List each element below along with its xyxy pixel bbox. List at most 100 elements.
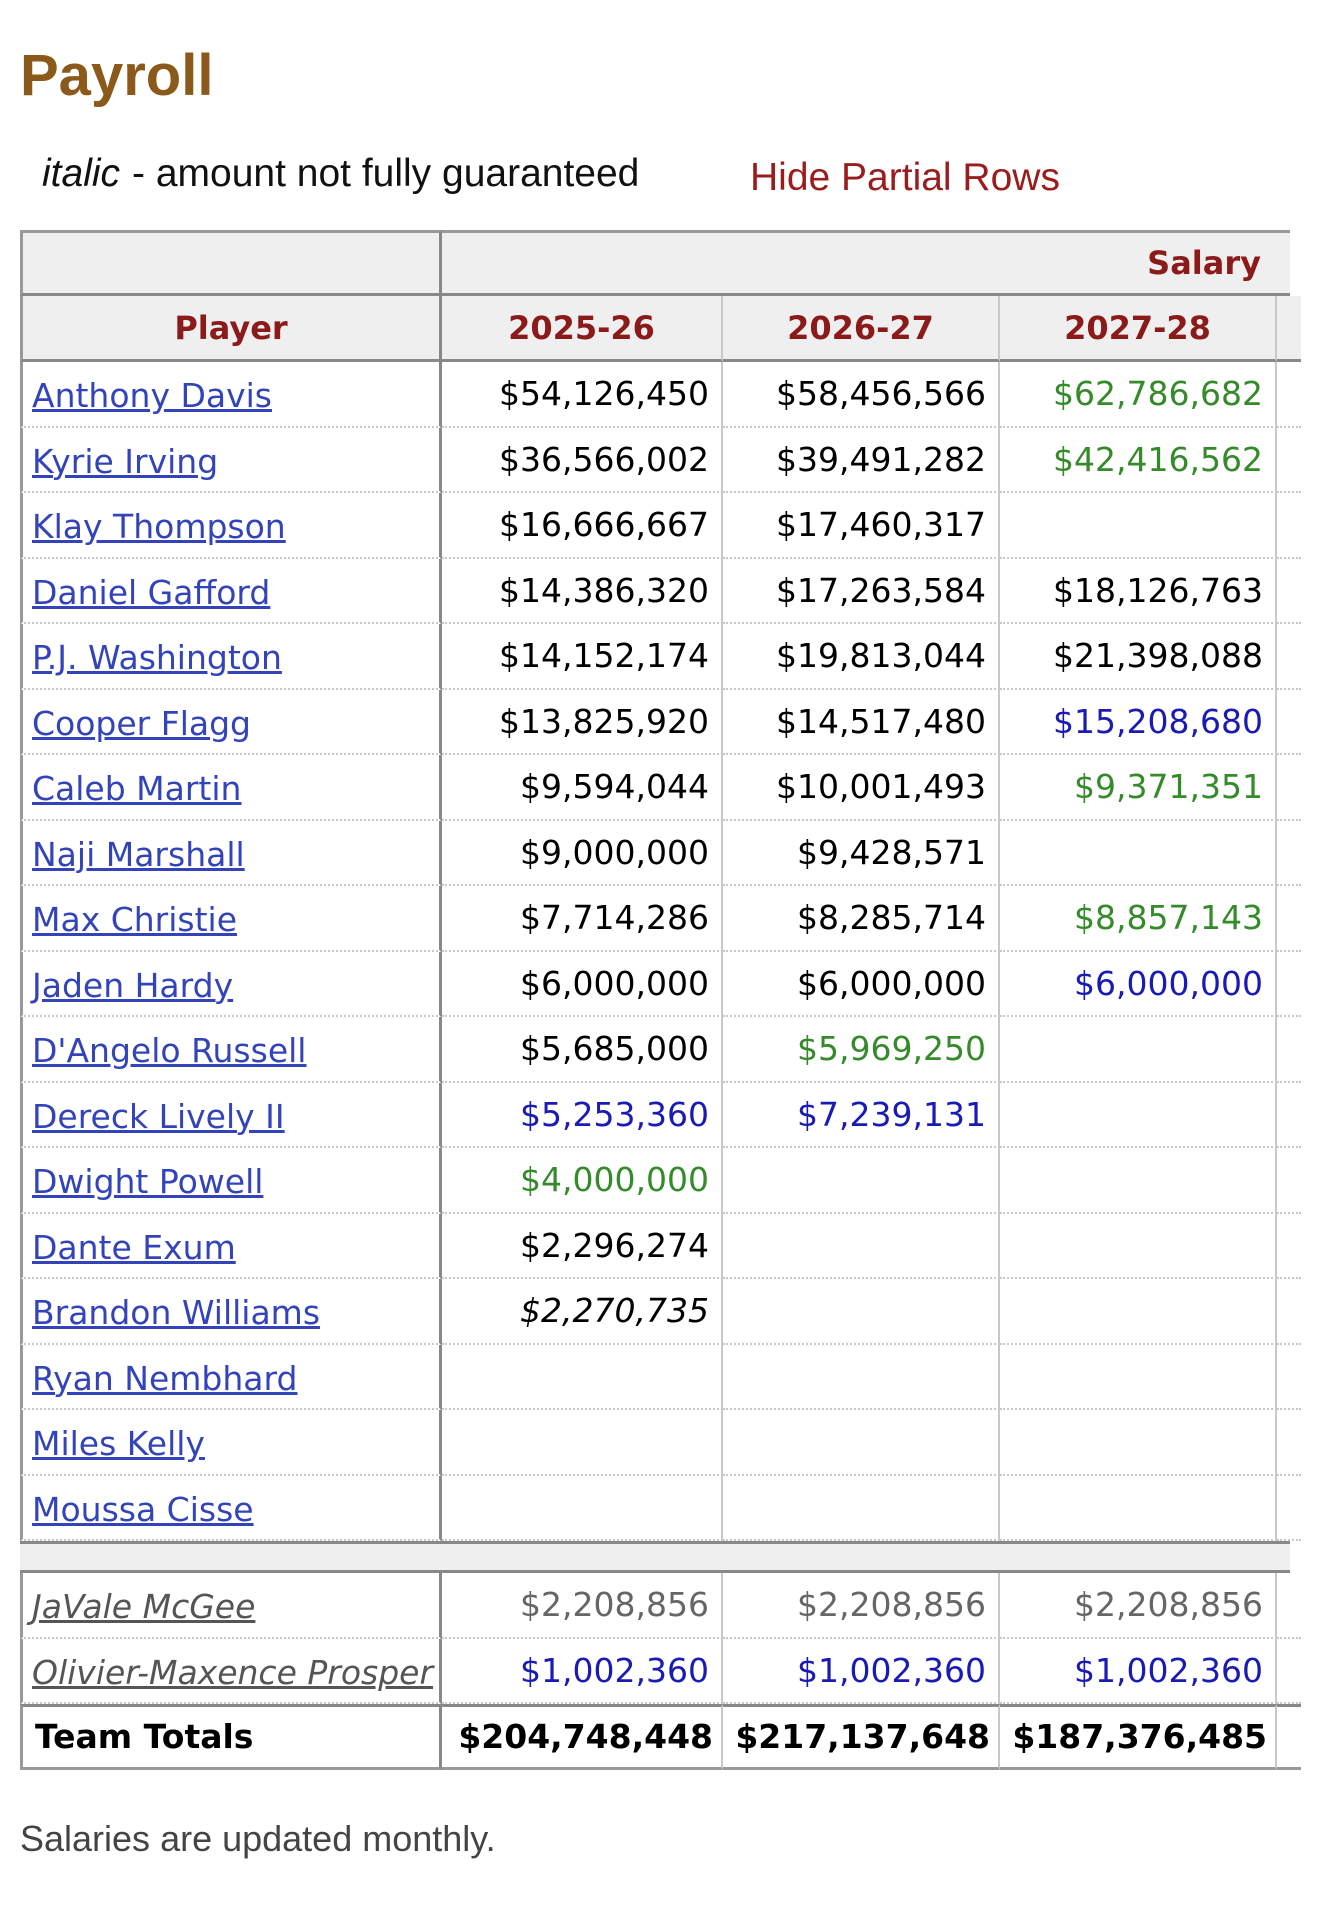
player-link[interactable]: Jaden Hardy (32, 965, 234, 1005)
salary-cell (723, 1475, 1000, 1541)
player-name (20, 624, 442, 690)
player-link[interactable]: Naji Marshall (32, 834, 245, 874)
player-name (20, 1638, 442, 1704)
salary-cell (1000, 1475, 1277, 1541)
player-link[interactable]: Moussa Cisse (32, 1489, 254, 1529)
player-name (20, 689, 442, 755)
hide-partial-rows[interactable]: Hide Partial Rows (750, 156, 1060, 199)
player-name (20, 755, 442, 821)
legend: italic - amount not fully guaranteed (42, 152, 639, 196)
edge-cell (1277, 821, 1301, 886)
salary-cell: $9,428,571 (723, 820, 1000, 886)
salary-cell: $54,126,450 (442, 362, 723, 428)
salary-cell: $4,000,000 (442, 1148, 723, 1214)
player-link[interactable]: Olivier-Maxence Prosper (32, 1652, 434, 1692)
player-name (20, 1017, 442, 1083)
edge-cell (1277, 1083, 1301, 1148)
player-name (20, 1573, 442, 1639)
salary-cell (1000, 1410, 1277, 1476)
salary-cell: $13,825,920 (442, 689, 723, 755)
salary-cell (1000, 1279, 1277, 1345)
player-link[interactable]: Dereck Lively II (32, 1096, 285, 1136)
player-link[interactable]: Klay Thompson (32, 507, 286, 546)
player-link[interactable]: Dante Exum (32, 1227, 236, 1267)
edge-cell (1277, 1279, 1301, 1345)
salary-cell: $9,594,044 (442, 755, 723, 821)
player-name (20, 1148, 442, 1214)
salary-cell: $16,666,667 (442, 493, 723, 559)
player-link[interactable]: Caleb Martin (32, 769, 242, 808)
salary-cell (1000, 1017, 1277, 1083)
salary-cell: $8,857,143 (1000, 886, 1277, 952)
separator (20, 1541, 1290, 1573)
player-name (20, 951, 442, 1017)
salary-cell: $6,000,000 (442, 951, 723, 1017)
player-name (20, 427, 442, 493)
salary-cell (442, 1344, 723, 1410)
edge-cell (1277, 362, 1301, 428)
salary-cell: $8,285,714 (723, 886, 1000, 952)
edge-cell (1277, 755, 1301, 821)
player-link[interactable]: JaVale McGee (32, 1587, 256, 1626)
salary-cell (1000, 1213, 1277, 1279)
title: Payroll (20, 43, 214, 108)
salary-cell: $62,786,682 (1000, 362, 1277, 428)
player-link[interactable]: Miles Kelly (32, 1424, 205, 1463)
legend-italic: italic (42, 152, 121, 195)
salary-cell: $6,000,000 (723, 951, 1000, 1017)
total-cell: $187,376,485 (1000, 1704, 1277, 1770)
salary-cell: $18,126,763 (1000, 558, 1277, 624)
player-name (20, 493, 442, 559)
total-cell: $217,137,648 (723, 1704, 1000, 1770)
salary-cell: $14,517,480 (723, 689, 1000, 755)
player-link[interactable]: D'Angelo Russell (32, 1031, 307, 1070)
player-link[interactable]: Anthony Davis (32, 376, 272, 415)
player-link[interactable]: Daniel Gafford (32, 572, 271, 612)
player-link[interactable]: Cooper Flagg (32, 703, 251, 743)
salary-cell: $6,000,000 (1000, 951, 1277, 1017)
salary-cell: $7,239,131 (723, 1082, 1000, 1148)
player-link[interactable]: Dwight Powell (32, 1162, 264, 1201)
edge-cell (1277, 624, 1301, 690)
player-name (20, 1475, 442, 1541)
salary-cell (442, 1475, 723, 1541)
salary-cell: $17,263,584 (723, 558, 1000, 624)
player-link[interactable]: Max Christie (32, 900, 238, 939)
edge-cell (1277, 1476, 1301, 1541)
player-link[interactable]: Ryan Nembhard (32, 1358, 298, 1398)
player-link[interactable]: Kyrie Irving (32, 441, 219, 481)
edge-cell (1277, 1704, 1301, 1770)
edge-cell (1277, 493, 1301, 559)
edge-cell (1277, 1214, 1301, 1279)
salary-cell: $1,002,360 (723, 1638, 1000, 1704)
player-name (20, 558, 442, 624)
player-link[interactable]: Brandon Williams (32, 1293, 321, 1332)
salary-cell (442, 1410, 723, 1476)
player-link[interactable]: P.J. Washington (32, 638, 282, 677)
player-name (20, 1344, 442, 1410)
salary-cell: $2,208,856 (442, 1573, 723, 1639)
total-cell: $204,748,448 (442, 1704, 723, 1770)
salary-cell: $36,566,002 (442, 427, 723, 493)
salary-cell: $17,460,317 (723, 493, 1000, 559)
salary-cell: $1,002,360 (1000, 1638, 1277, 1704)
edge-cell (1277, 428, 1301, 493)
salary-cell: $9,371,351 (1000, 755, 1277, 821)
salary-cell: $5,253,360 (442, 1082, 723, 1148)
column-header-edge (1277, 296, 1301, 362)
player-name (20, 1279, 442, 1345)
salary-cell (1000, 820, 1277, 886)
salary-cell: $2,296,274 (442, 1213, 723, 1279)
salary-cell: $21,398,088 (1000, 624, 1277, 690)
salary-cell: $5,685,000 (442, 1017, 723, 1083)
salary-cell (1000, 493, 1277, 559)
salary-cell: $58,456,566 (723, 362, 1000, 428)
salary-cell (723, 1279, 1000, 1345)
salary-cell: $1,002,360 (442, 1638, 723, 1704)
player-name (20, 1213, 442, 1279)
salary-cell: $10,001,493 (723, 755, 1000, 821)
player-name (20, 1410, 442, 1476)
edge-cell (1277, 886, 1301, 952)
salary-cell: $9,000,000 (442, 820, 723, 886)
group-header: Salary (442, 230, 1290, 296)
